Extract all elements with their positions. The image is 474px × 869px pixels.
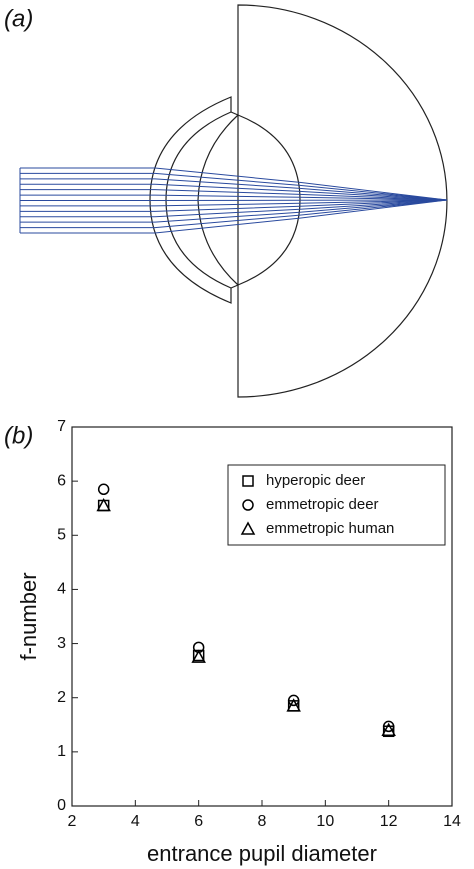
y-axis-label: f-number xyxy=(16,572,41,660)
y-tick-label: 0 xyxy=(57,797,66,814)
legend-label: emmetropic human xyxy=(266,520,394,537)
ray xyxy=(20,199,448,223)
legend-label: hyperopic deer xyxy=(266,472,365,489)
x-tick-label: 14 xyxy=(443,813,461,830)
data-point xyxy=(287,694,300,707)
cornea xyxy=(149,96,232,304)
data-point xyxy=(96,497,111,512)
ray xyxy=(20,199,448,234)
y-tick-label: 1 xyxy=(57,743,66,760)
legend-marker xyxy=(240,521,256,535)
data-point xyxy=(97,483,110,496)
ray xyxy=(20,172,448,201)
y-tick-label: 4 xyxy=(57,581,66,598)
ray xyxy=(20,199,448,229)
y-tick-label: 2 xyxy=(57,689,66,706)
legend-label: emmetropic deer xyxy=(266,496,379,513)
ray xyxy=(20,199,448,207)
panel-label: (b) xyxy=(4,422,33,449)
y-tick-label: 6 xyxy=(57,472,66,489)
x-axis-label: entrance pupil diameter xyxy=(147,841,377,866)
legend-box xyxy=(227,464,446,546)
eye-globe xyxy=(237,4,448,398)
iris xyxy=(230,111,239,116)
x-tick-label: 6 xyxy=(194,813,203,830)
x-tick-label: 12 xyxy=(380,813,398,830)
ray xyxy=(20,167,448,201)
x-tick-label: 2 xyxy=(68,813,77,830)
data-point xyxy=(381,722,396,736)
iris xyxy=(230,284,239,289)
ray xyxy=(20,199,448,212)
y-tick-label: 7 xyxy=(57,418,66,435)
ray xyxy=(20,199,448,201)
legend-marker xyxy=(242,475,254,487)
y-tick-label: 5 xyxy=(57,527,66,544)
ray xyxy=(20,189,448,201)
ray xyxy=(20,178,448,201)
legend-marker xyxy=(242,499,254,511)
ray xyxy=(20,194,448,201)
data-point xyxy=(191,649,206,663)
x-tick-label: 8 xyxy=(258,813,267,830)
panel-label: (a) xyxy=(4,5,33,32)
ray-bundle xyxy=(19,167,448,234)
y-tick-label: 3 xyxy=(57,635,66,652)
x-tick-label: 4 xyxy=(131,813,140,830)
data-point xyxy=(382,725,395,738)
ray xyxy=(20,183,448,201)
data-point xyxy=(382,720,395,733)
ray xyxy=(20,199,448,218)
data-point xyxy=(286,698,301,712)
x-tick-label: 10 xyxy=(316,813,334,830)
